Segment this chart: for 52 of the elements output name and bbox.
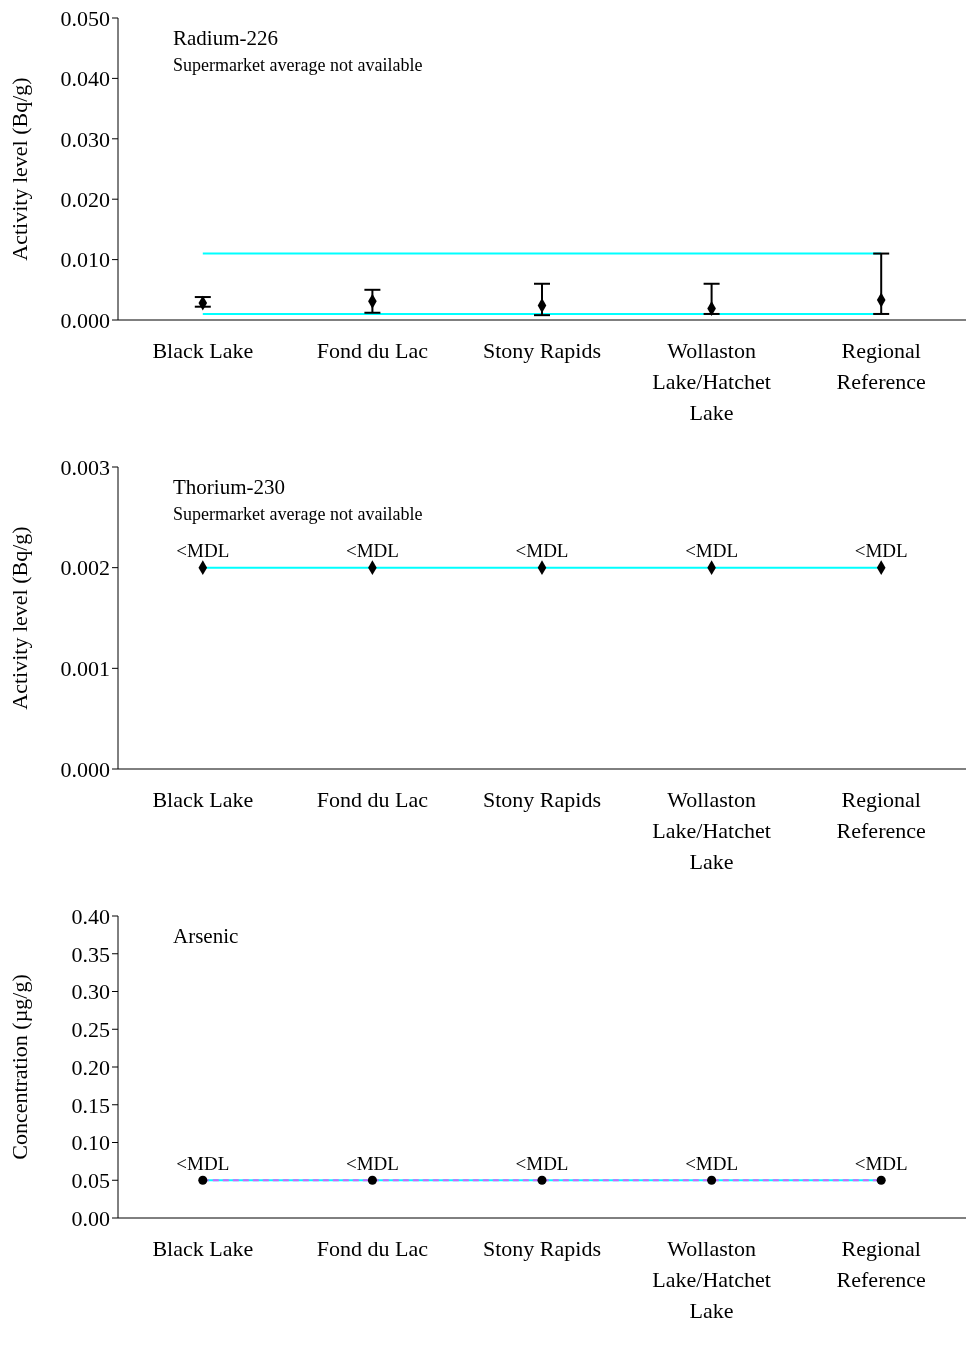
x-tick-label: Regional Reference [836,1236,926,1292]
chart-title: Arsenic [173,924,239,949]
x-tick-label: Wollaston Lake/Hatchet Lake [652,787,771,874]
x-tick-label: Fond du Lac [316,787,429,812]
data-label: <MDL [345,1152,399,1174]
y-tick-label: 0.00 [71,1205,110,1231]
x-tick-label: Wollaston Lake/Hatchet Lake [652,1236,771,1323]
y-tick-label: 0.010 [60,247,110,273]
y-tick-label: 0.30 [71,979,110,1005]
y-tick-label: 0.25 [71,1017,110,1043]
data-label: <MDL [176,540,230,562]
y-tick-label: 0.040 [60,66,110,92]
x-tick-label: Regional Reference [836,787,926,843]
y-tick-label: 0.000 [60,756,110,782]
y-tick-label: 0.001 [60,656,110,682]
y-tick-label: 0.35 [71,941,110,967]
x-tick-label: Stony Rapids [483,787,601,812]
x-tick-label: Black Lake [152,338,254,363]
chart-title: Radium-226 [173,26,279,51]
data-label: <MDL [345,540,399,562]
y-tick-label: 0.000 [60,307,110,333]
y-tick-label: 0.003 [60,454,110,480]
data-label: <MDL [854,540,908,562]
y-tick-label: 0.15 [71,1092,110,1118]
y-tick-label: 0.40 [71,903,110,929]
x-tick-label: Stony Rapids [483,338,601,363]
y-tick-label: 0.10 [71,1130,110,1156]
data-label: <MDL [854,1152,908,1174]
y-tick-label: 0.05 [71,1168,110,1194]
x-tick-label: Black Lake [152,787,254,812]
x-tick-label: Fond du Lac [316,1236,429,1261]
data-label: <MDL [685,540,739,562]
y-tick-label: 0.050 [60,5,110,31]
x-tick-label: Wollaston Lake/Hatchet Lake [652,338,771,425]
data-label: <MDL [515,540,569,562]
data-label: <MDL [685,1152,739,1174]
data-label: <MDL [515,1152,569,1174]
chart-title: Thorium-230 [173,475,286,500]
text: Supermarket average not available [173,504,423,525]
x-tick-label: Stony Rapids [483,1236,601,1261]
y-tick-label: 0.020 [60,187,110,213]
text: Supermarket average not available [173,55,423,76]
y-axis-title: Activity level (Bq/g) [6,77,32,261]
x-tick-label: Black Lake [152,1236,254,1261]
y-axis-title: Activity level (Bq/g) [6,526,32,710]
x-tick-label: Fond du Lac [316,338,429,363]
y-tick-label: 0.002 [60,555,110,581]
y-tick-label: 0.20 [71,1054,110,1080]
y-tick-label: 0.030 [60,126,110,152]
data-label: <MDL [176,1152,230,1174]
x-tick-label: Regional Reference [836,338,926,394]
y-axis-title: Concentration (µg/g) [6,974,32,1160]
